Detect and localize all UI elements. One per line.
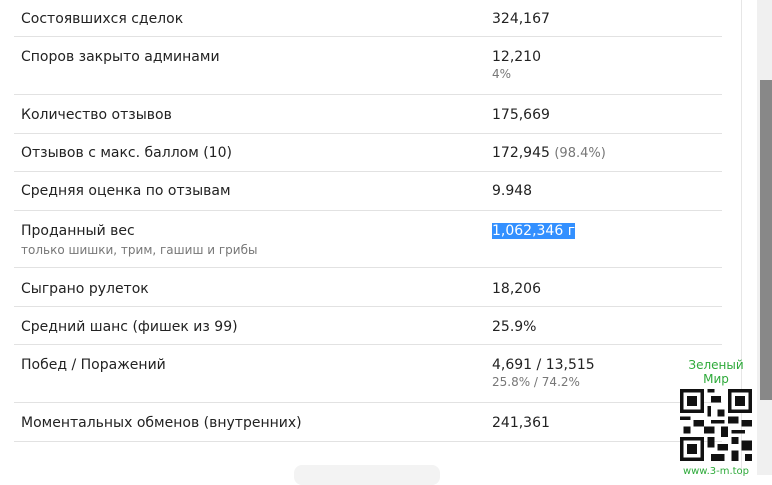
watermark-title: Зеленый Мир [688,358,744,386]
stat-value: 12,210 [492,49,541,65]
table-row: Споров закрыто админами 12,210 4% [14,37,722,95]
stat-label: Споров закрыто админами [21,49,220,65]
table-row: Состоявшихся сделок 324,167 [14,0,722,37]
stat-value-extra: (98.4%) [554,146,606,161]
stat-value: 9.948 [492,183,533,199]
stat-value-selected[interactable]: 1,062,346 г [492,223,576,239]
qr-code-icon [680,389,752,461]
stat-label: Проданный вес [21,223,135,239]
table-row: Количество отзывов 175,669 [14,95,722,134]
bottom-button[interactable] [294,465,440,485]
watermark: Зеленый Мир www.3-m.top [674,358,758,477]
stat-label: Моментальных обменов (внутренних) [21,415,302,431]
table-row: Моментальных обменов (внутренних) 241,36… [14,403,722,442]
stat-value: 324,167 [492,11,550,27]
stat-value: 175,669 [492,107,550,123]
stat-value: 172,945 [492,145,550,161]
stat-value-sub: 4% [492,67,512,81]
stat-label: Средняя оценка по отзывам [21,183,231,199]
stat-value: 241,361 [492,415,550,431]
stat-label: Побед / Поражений [21,357,166,373]
panel-border [741,0,742,475]
stat-value: 25.9% [492,319,537,335]
table-row: Сыграно рулеток 18,206 [14,268,722,307]
scrollbar-thumb[interactable] [760,80,772,400]
table-row: Средняя оценка по отзывам 9.948 [14,172,722,211]
table-row: Средний шанс (фишек из 99) 25.9% [14,307,722,345]
table-row: Побед / Поражений 4,691 / 13,515 25.8% /… [14,345,722,403]
stat-label: Сыграно рулеток [21,281,149,297]
table-row: Отзывов с макс. баллом (10) 172,945 (98.… [14,134,722,172]
stat-value-sub: 25.8% / 74.2% [492,375,580,389]
stat-label: Средний шанс (фишек из 99) [21,319,238,335]
stat-value: 4,691 / 13,515 [492,357,595,373]
stat-label: Отзывов с макс. баллом (10) [21,145,232,161]
watermark-url: www.3-m.top [682,466,750,477]
stat-label: Состоявшихся сделок [21,11,184,27]
stat-label-sub: только шишки, трим, гашиш и грибы [21,243,258,257]
stats-table: Состоявшихся сделок 324,167 Споров закры… [14,0,722,442]
stat-label: Количество отзывов [21,107,172,123]
table-row: Проданный вес только шишки, трим, гашиш … [14,211,722,268]
stat-value: 18,206 [492,281,541,297]
